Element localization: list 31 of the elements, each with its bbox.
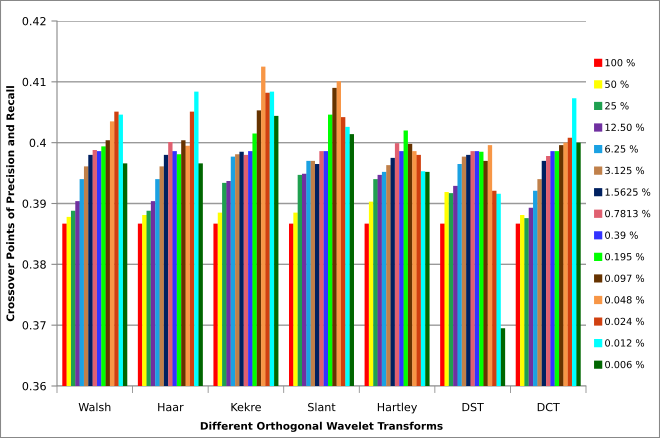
x-tick-label: Haar	[158, 403, 184, 412]
legend-label: 0.048 %	[605, 296, 644, 304]
legend-label: 1.5625 %	[606, 188, 650, 196]
y-tick-label: 0.41	[22, 78, 46, 86]
legend-label: 0.39 %	[605, 231, 638, 239]
legend-label: 0.006 %	[605, 360, 644, 368]
x-tick-label: Kekre	[231, 402, 261, 412]
legend-label: 12.50 %	[606, 124, 644, 132]
x-tick-label: Walsh	[78, 402, 110, 412]
x-tick-label: Hartley	[378, 402, 418, 414]
y-tick-label: 0.39	[22, 199, 46, 208]
y-tick-label: 0.38	[22, 260, 46, 269]
legend-label: 6.25 %	[605, 145, 638, 153]
x-tick-label: DST	[462, 402, 484, 412]
x-axis-title: Different Orthogonal Wavelet Transforms	[200, 422, 443, 432]
y-axis-title: Crossover Points of Precision and Recall	[6, 86, 14, 322]
legend-label: 0.195 %	[605, 253, 644, 260]
legend-label: 0.012 %	[605, 339, 644, 347]
legend-label: 3.125 %	[605, 166, 644, 174]
legend-label: 0.097 %	[605, 274, 644, 282]
y-tick-label: 0.36	[22, 382, 46, 390]
legend-label: 0.7813 %	[605, 210, 650, 218]
legend-label: 100 %	[606, 58, 635, 66]
x-tick-label: Slant	[308, 402, 336, 412]
y-tick-label: 0.4	[30, 138, 46, 148]
legend-label: 0.024 %	[605, 318, 644, 326]
x-tick-label: DCT	[538, 402, 560, 412]
y-tick-label: 0.37	[22, 321, 46, 330]
legend-label: 25 %	[605, 102, 629, 110]
y-tick-label: 0.42	[22, 16, 46, 26]
legend-label: 50 %	[605, 80, 629, 88]
